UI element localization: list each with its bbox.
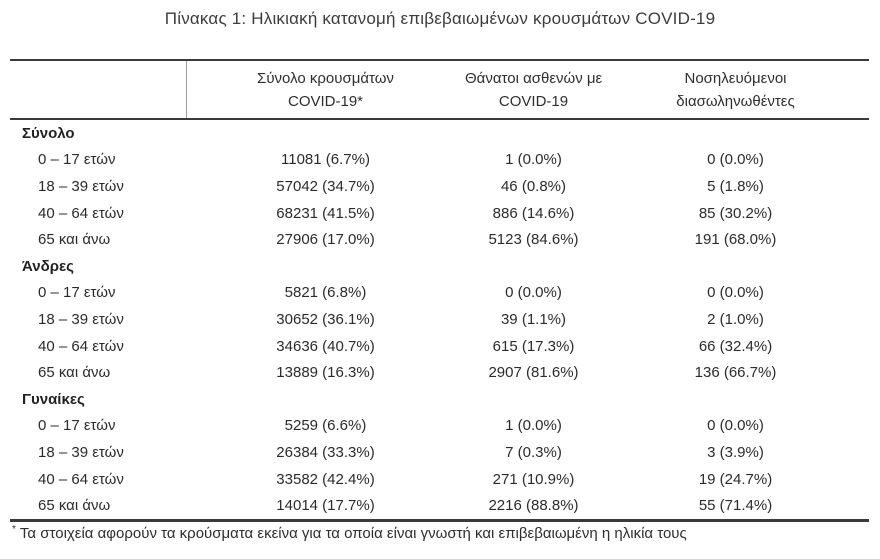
intubated-value: 3 (3.9%): [707, 443, 764, 461]
deaths-value: 886 (14.6%): [492, 204, 575, 222]
cases-value: 5259 (6.6%): [284, 417, 367, 435]
table-row: 65 και άνω 13889 (16.3%) 2907 (81.6%) 13…: [10, 359, 869, 386]
age-label: 65 και άνω: [38, 497, 111, 515]
intubated-value: 66 (32.4%): [698, 337, 773, 355]
table-row: 18 – 39 ετών 30652 (36.1%) 39 (1.1%) 2 (…: [10, 306, 869, 333]
header-total-cases-line1: Σύνολο κρουσμάτων: [257, 69, 394, 87]
table-row: 0 – 17 ετών 5821 (6.8%) 0 (0.0%) 0 (0.0%…: [10, 280, 869, 307]
age-label: 0 – 17 ετών: [38, 417, 116, 435]
table-row: 18 – 39 ετών 57042 (34.7%) 46 (0.8%) 5 (…: [10, 173, 869, 200]
cases-value: 30652 (36.1%): [276, 310, 375, 328]
deaths-value: 1 (0.0%): [505, 417, 562, 435]
deaths-value: 1 (0.0%): [505, 151, 562, 169]
intubated-value: 19 (24.7%): [698, 470, 773, 488]
table-header-rule: [10, 118, 869, 120]
deaths-value: 46 (0.8%): [500, 177, 567, 195]
header-intubated-line2: διασωληνωθέντες: [676, 92, 795, 110]
footnote-asterisk: *: [12, 524, 16, 535]
header-deaths: Θάνατοι ασθενών με COVID-19: [465, 67, 602, 113]
header-deaths-line2: COVID-19: [498, 92, 569, 110]
table-row: 40 – 64 ετών 33582 (42.4%) 271 (10.9%) 1…: [10, 466, 869, 493]
age-label: 18 – 39 ετών: [38, 177, 124, 195]
intubated-value: 0 (0.0%): [707, 284, 764, 302]
table-row: 0 – 17 ετών 11081 (6.7%) 1 (0.0%) 0 (0.0…: [10, 147, 869, 174]
header-total-cases-line2: COVID-19*: [287, 92, 364, 110]
header-deaths-line1: Θάνατοι ασθενών με: [465, 69, 603, 87]
intubated-value: 136 (66.7%): [694, 364, 777, 382]
table-top-rule: [10, 59, 869, 61]
age-label: 40 – 64 ετών: [38, 470, 124, 488]
intubated-value: 2 (1.0%): [707, 310, 764, 328]
cases-value: 57042 (34.7%): [276, 177, 375, 195]
intubated-value: 85 (30.2%): [698, 204, 773, 222]
deaths-value: 271 (10.9%): [492, 470, 575, 488]
intubated-value: 0 (0.0%): [707, 151, 764, 169]
footnote-text: Τα στοιχεία αφορούν τα κρούσματα εκείνα …: [19, 525, 687, 542]
header-vertical-divider: [186, 61, 187, 118]
footnote: * Τα στοιχεία αφορούν τα κρούσματα εκείνα…: [12, 524, 687, 542]
header-intubated-line1: Νοσηλευόμενοι: [684, 69, 787, 87]
cases-value: 26384 (33.3%): [276, 443, 375, 461]
deaths-value: 2907 (81.6%): [488, 364, 579, 382]
cases-value: 14014 (17.7%): [276, 497, 375, 515]
table-title: Πίνακας 1: Ηλικιακή κατανομή επιβεβαιωμέ…: [164, 9, 716, 28]
cases-value: 5821 (6.8%): [284, 284, 367, 302]
header-total-cases: Σύνολο κρουσμάτων COVID-19*: [186, 67, 465, 113]
section-label-men: Άνδρες: [22, 257, 74, 275]
cases-value: 34636 (40.7%): [276, 337, 375, 355]
age-label: 40 – 64 ετών: [38, 204, 124, 222]
intubated-value: 5 (1.8%): [707, 177, 764, 195]
section-header-row: Άνδρες: [10, 253, 869, 280]
deaths-value: 615 (17.3%): [492, 337, 575, 355]
intubated-value: 0 (0.0%): [707, 417, 764, 435]
table-body: Σύνολο 0 – 17 ετών 11081 (6.7%) 1 (0.0%)…: [10, 120, 869, 519]
cases-value: 13889 (16.3%): [276, 364, 375, 382]
section-label-women: Γυναίκες: [22, 390, 85, 408]
data-table: Σύνολο κρουσμάτων COVID-19* Θάνατοι ασθε…: [10, 59, 869, 522]
cases-value: 68231 (41.5%): [276, 204, 375, 222]
intubated-value: 55 (71.4%): [698, 497, 773, 515]
age-label: 18 – 39 ετών: [38, 310, 124, 328]
age-label: 40 – 64 ετών: [38, 337, 124, 355]
table-row: 40 – 64 ετών 68231 (41.5%) 886 (14.6%) 8…: [10, 200, 869, 227]
table-row: 65 και άνω 14014 (17.7%) 2216 (88.8%) 55…: [10, 492, 869, 519]
table-row: 65 και άνω 27906 (17.0%) 5123 (84.6%) 19…: [10, 226, 869, 253]
table-row: 18 – 39 ετών 26384 (33.3%) 7 (0.3%) 3 (3…: [10, 439, 869, 466]
section-label-total: Σύνολο: [22, 124, 75, 142]
header-intubated: Νοσηλευόμενοι διασωληνωθέντες: [602, 67, 869, 113]
age-label: 18 – 39 ετών: [38, 443, 124, 461]
table-bottom-rule: [10, 518, 869, 522]
table-row: 0 – 17 ετών 5259 (6.6%) 1 (0.0%) 0 (0.0%…: [10, 413, 869, 440]
cases-value: 11081 (6.7%): [281, 151, 370, 169]
age-label: 65 και άνω: [38, 364, 111, 382]
age-label: 0 – 17 ετών: [38, 151, 116, 169]
section-header-row: Σύνολο: [10, 120, 869, 147]
deaths-value: 5123 (84.6%): [488, 231, 579, 249]
intubated-value: 191 (68.0%): [694, 231, 777, 249]
deaths-value: 0 (0.0%): [505, 284, 562, 302]
deaths-value: 2216 (88.8%): [488, 497, 579, 515]
age-label: 65 και άνω: [38, 231, 111, 249]
table-header-row: Σύνολο κρουσμάτων COVID-19* Θάνατοι ασθε…: [10, 61, 869, 118]
cases-value: 33582 (42.4%): [276, 470, 375, 488]
age-label: 0 – 17 ετών: [38, 284, 116, 302]
table-row: 40 – 64 ετών 34636 (40.7%) 615 (17.3%) 6…: [10, 333, 869, 360]
deaths-value: 39 (1.1%): [500, 310, 567, 328]
cases-value: 27906 (17.0%): [276, 231, 375, 249]
deaths-value: 7 (0.3%): [505, 443, 562, 461]
section-header-row: Γυναίκες: [10, 386, 869, 413]
